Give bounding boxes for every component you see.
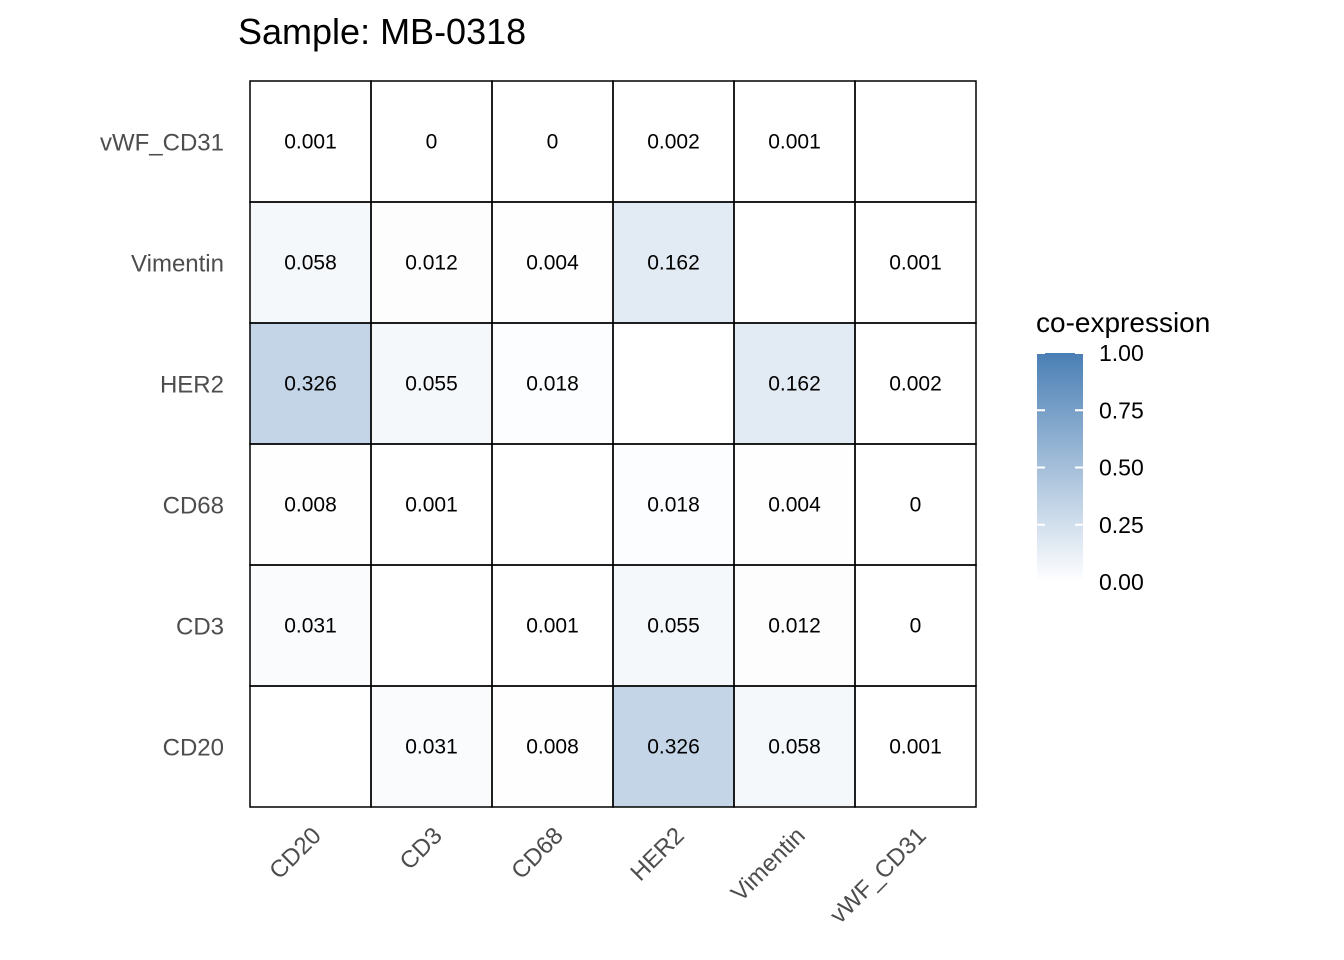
- heatmap-grid: [249, 80, 977, 808]
- cell-value-label: 0.058: [284, 252, 337, 275]
- grid-cell-border: [370, 564, 493, 687]
- cell-value-label: 0.001: [889, 736, 942, 759]
- heatmap-cell-vimentin-her2: [734, 323, 855, 444]
- cell-value-label: 0.008: [526, 736, 579, 759]
- y-tick-label-cd20: CD20: [163, 735, 224, 762]
- cell-value-label: 0.008: [284, 494, 337, 517]
- heatmap-cell-cd68-cd20: [492, 686, 613, 807]
- heatmap-cell-cd20-vwf-cd31: [250, 81, 371, 202]
- x-tick-label-cd3: CD3: [395, 822, 448, 875]
- cell-value-label: 0.162: [647, 252, 700, 275]
- x-tick-label-her2: HER2: [625, 822, 689, 886]
- heatmap-cell-vwf-cd31-vimentin: [855, 202, 976, 323]
- grid-cell-border: [733, 201, 856, 324]
- cell-value-label: 0.055: [405, 373, 458, 396]
- heatmap-cells: [250, 81, 976, 807]
- heatmap-cell-cd20-vimentin: [250, 202, 371, 323]
- heatmap-cell-vimentin-vwf-cd31: [734, 81, 855, 202]
- cell-value-label: 0.001: [768, 131, 821, 154]
- heatmap-cell-vimentin-cd20: [734, 686, 855, 807]
- legend-ticks: 0.00 0.25 0.50 0.75 1.00: [1037, 340, 1144, 595]
- cell-value-label: 0.018: [526, 373, 579, 396]
- grid-cell-border: [491, 443, 614, 566]
- cell-value-label: 0: [910, 494, 922, 517]
- grid-cell-border: [612, 322, 735, 445]
- cell-value-labels: 0.001 0 0 0.002 0.001 0.058 0.012 0.004 0.162 0.0…: [284, 131, 942, 759]
- y-tick-label-vwf-cd31: vWF_CD31: [100, 130, 224, 157]
- heatmap-cell-vwf-cd31-cd68: [855, 444, 976, 565]
- cell-value-label: 0.012: [405, 252, 458, 275]
- heatmap-cell-her2-vwf-cd31: [613, 81, 734, 202]
- legend-tick-label: 0.25: [1099, 512, 1144, 538]
- cell-value-label: 0.004: [768, 494, 821, 517]
- y-axis-tick-labels: CD20 CD3 CD68 HER2 Vimentin vWF_CD31: [100, 130, 224, 762]
- heatmap-cell-cd3-cd20: [371, 686, 492, 807]
- heatmap-cell-her2-cd20: [613, 686, 734, 807]
- heatmap-cell-vwf-cd31-cd3: [855, 565, 976, 686]
- x-axis-tick-labels: CD20 CD3 CD68 HER2 Vimentin vWF_CD31: [264, 822, 931, 929]
- cell-value-label: 0: [910, 615, 922, 638]
- cell-value-label: 0.031: [284, 615, 337, 638]
- heatmap-cell-cd20-cd3: [250, 565, 371, 686]
- heatmap-cell-her2-cd68: [613, 444, 734, 565]
- heatmap-cell-cd68-vimentin: [492, 202, 613, 323]
- cell-value-label: 0.002: [889, 373, 942, 396]
- x-tick-label-vimentin: Vimentin: [726, 822, 811, 907]
- cell-value-label: 0.162: [768, 373, 821, 396]
- cell-value-label: 0.326: [284, 373, 337, 396]
- cell-value-label: 0.001: [284, 131, 337, 154]
- cell-value-label: 0.004: [526, 252, 579, 275]
- x-tick-label-cd68: CD68: [506, 822, 568, 884]
- heatmap-cell-cd3-vwf-cd31: [371, 81, 492, 202]
- heatmap-cell-vwf-cd31-her2: [855, 323, 976, 444]
- heatmap-cell-vwf-cd31-cd20: [855, 686, 976, 807]
- x-tick-label-cd20: CD20: [264, 822, 326, 884]
- cell-value-label: 0.018: [647, 494, 700, 517]
- y-tick-label-her2: HER2: [160, 372, 224, 399]
- cell-value-label: 0.058: [768, 736, 821, 759]
- cell-value-label: 0.001: [526, 615, 579, 638]
- heatmap-cell-cd3-her2: [371, 323, 492, 444]
- cell-value-label: 0.001: [889, 252, 942, 275]
- grid-cell-border: [854, 685, 977, 808]
- x-tick-label-vwf-cd31: vWF_CD31: [825, 822, 932, 929]
- grid-cell-border: [854, 80, 977, 203]
- heatmap-cell-cd20-her2: [250, 323, 371, 444]
- y-tick-label-cd3: CD3: [176, 614, 224, 641]
- cell-value-label: 0: [547, 131, 559, 154]
- heatmap-cell-vimentin-cd68: [734, 444, 855, 565]
- legend-tick-label: 1.00: [1099, 340, 1144, 366]
- heatmap-cell-her2-vimentin: [613, 202, 734, 323]
- legend-tick-label: 0.75: [1099, 397, 1144, 423]
- heatmap-cell-vimentin-cd3: [734, 565, 855, 686]
- color-legend: co-expression 0.00 0.25 0.50 0.75 1.00: [1036, 307, 1210, 595]
- cell-value-label: 0.326: [647, 736, 700, 759]
- grid-cell-border: [249, 685, 372, 808]
- cell-value-label: 0.001: [405, 494, 458, 517]
- heatmap-cell-cd68-her2: [492, 323, 613, 444]
- legend-tick-label: 0.50: [1099, 455, 1144, 481]
- cell-value-label: 0.031: [405, 736, 458, 759]
- chart-title: Sample: MB-0318: [238, 11, 526, 52]
- y-tick-label-cd68: CD68: [163, 493, 224, 520]
- y-tick-label-vimentin: Vimentin: [131, 251, 224, 278]
- cell-value-label: 0.055: [647, 615, 700, 638]
- heatmap-cell-her2-cd3: [613, 565, 734, 686]
- legend-title: co-expression: [1036, 307, 1210, 338]
- heatmap-cell-cd20-cd68: [250, 444, 371, 565]
- cell-value-label: 0.002: [647, 131, 700, 154]
- heatmap-cell-cd3-vimentin: [371, 202, 492, 323]
- heatmap-cell-cd68-vwf-cd31: [492, 81, 613, 202]
- heatmap-cell-cd68-cd3: [492, 565, 613, 686]
- cell-value-label: 0.012: [768, 615, 821, 638]
- legend-tick-label: 0.00: [1099, 569, 1144, 595]
- cell-value-label: 0: [426, 131, 438, 154]
- heatmap-cell-cd3-cd68: [371, 444, 492, 565]
